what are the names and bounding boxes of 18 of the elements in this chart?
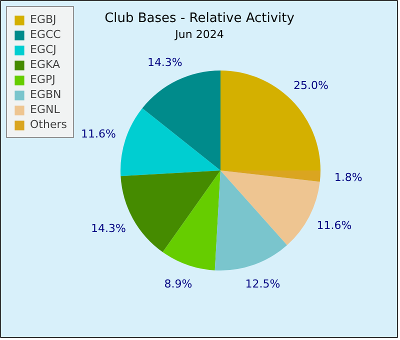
data-label: 1.8% <box>334 170 362 184</box>
data-label: 14.3% <box>147 56 182 69</box>
data-label: 12.5% <box>245 277 280 290</box>
legend-label: EGBN <box>30 88 62 101</box>
legend-label: EGPJ <box>30 73 56 86</box>
legend-label: EGNL <box>30 103 60 116</box>
data-label: 14.3% <box>91 222 126 236</box>
legend-label: EGKA <box>30 58 60 71</box>
data-label: 11.6% <box>316 219 352 232</box>
legend-label: Others <box>30 118 67 131</box>
data-label: 8.9% <box>164 277 192 290</box>
text: Jun 2024 <box>174 28 224 41</box>
chart-title: Club Bases - Relative Activity <box>104 11 295 26</box>
data-label: 25.0% <box>294 79 328 92</box>
legend-label: EGCJ <box>30 43 56 56</box>
legend-label: EGCC <box>30 28 61 41</box>
data-label: 11.6% <box>81 128 116 141</box>
legend-label: EGBJ <box>30 13 56 26</box>
